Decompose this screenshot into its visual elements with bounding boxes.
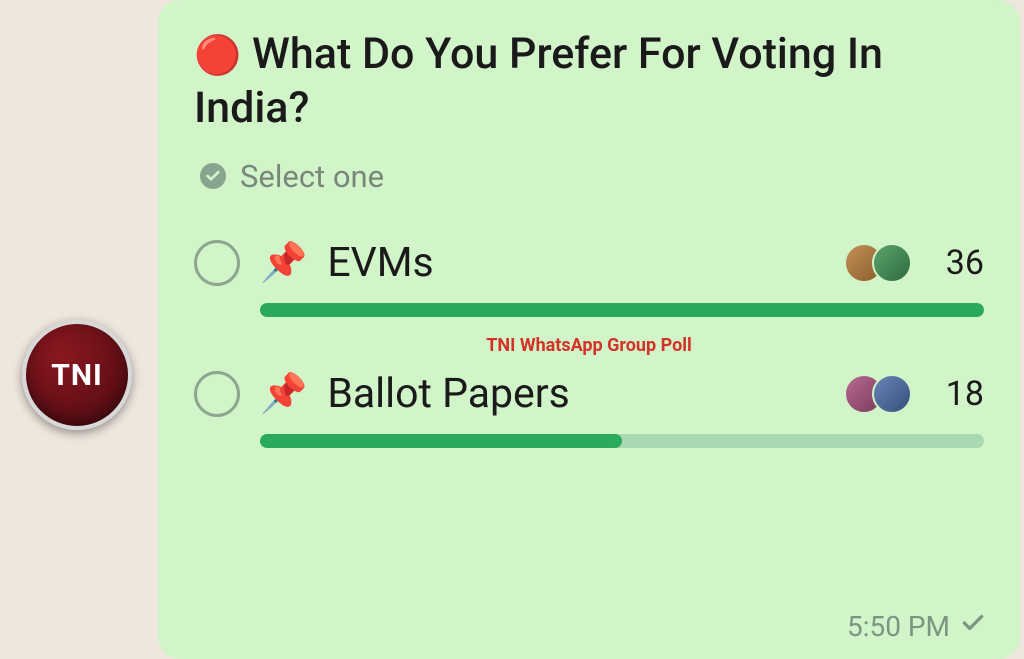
select-hint-text: Select one (240, 158, 384, 195)
progress-track (260, 303, 984, 317)
option-label: Ballot Papers (327, 370, 836, 418)
avatar (872, 243, 912, 283)
pushpin-icon: 📌 (260, 372, 307, 416)
poll-question-text: What Do You Prefer For Voting In India? (194, 29, 883, 133)
voter-avatars[interactable] (856, 374, 912, 414)
option-label: EVMs (327, 239, 836, 287)
radio-unchecked-icon[interactable] (194, 371, 240, 417)
voter-avatars[interactable] (856, 243, 912, 283)
vote-count: 36 (938, 243, 984, 283)
poll-option[interactable]: 📌 Ballot Papers 18 (194, 370, 984, 448)
progress-track (260, 434, 984, 448)
pushpin-icon: 📌 (260, 241, 307, 285)
progress-fill (260, 434, 622, 448)
tni-logo-badge: TNI (22, 320, 132, 430)
poll-option[interactable]: 📌 EVMs 36 (194, 239, 984, 317)
check-badge-icon (200, 163, 226, 189)
sent-tick-icon (960, 610, 986, 643)
vote-count: 18 (938, 374, 984, 414)
select-one-hint: Select one (194, 158, 984, 195)
radio-unchecked-icon[interactable] (194, 240, 240, 286)
watermark-text: TNI WhatsApp Group Poll (194, 335, 984, 356)
message-timestamp: 5:50 PM (847, 610, 986, 643)
red-circle-emoji: 🔴 (194, 34, 241, 78)
avatar (872, 374, 912, 414)
progress-fill (260, 303, 984, 317)
timestamp-text: 5:50 PM (847, 610, 950, 643)
logo-text: TNI (51, 358, 103, 393)
poll-question: 🔴 What Do You Prefer For Voting In India… (194, 28, 984, 136)
poll-message-bubble: 🔴 What Do You Prefer For Voting In India… (158, 0, 1020, 659)
